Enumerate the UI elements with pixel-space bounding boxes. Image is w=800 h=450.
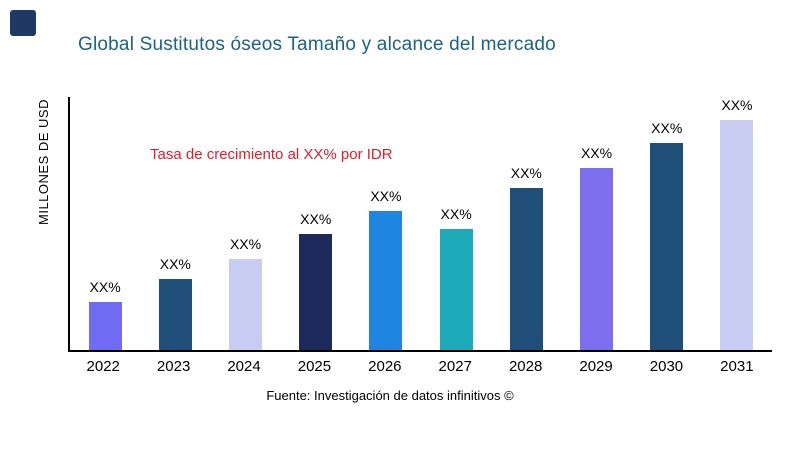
bar-value-label-2027: XX% [440,205,472,222]
bar-2027 [439,228,473,350]
source-footnote: Fuente: Investigación de datos infinitiv… [266,388,514,403]
bar-group-2030: XX% [632,97,702,350]
bar-2025 [299,233,333,350]
x-tick-2025: 2025 [297,358,332,375]
bar-2023 [158,279,192,350]
x-tick-2031: 2031 [720,358,754,375]
bar-value-label-2022: XX% [89,278,121,295]
y-axis-label: MILLONES DE USD [36,99,51,225]
bar-group-2031: XX% [702,97,772,350]
bar-group-2025: XX% [281,97,351,350]
bar-value-label-2023: XX% [159,256,191,273]
x-tick-2029: 2029 [579,358,613,375]
bar-value-label-2030: XX% [651,119,683,136]
bar-value-label-2024: XX% [229,235,262,252]
chart-title: Global Sustitutos óseos Tamaño y alcance… [78,34,556,55]
bar-2031 [720,120,754,350]
bar-value-label-2026: XX% [370,187,402,204]
x-tick-2026: 2026 [368,358,402,375]
bar-group-2026: XX% [351,97,421,350]
bar-value-label-2031: XX% [721,97,753,113]
bar-value-label-2028: XX% [510,165,542,182]
bar-group-2024: XX% [210,97,280,350]
x-tick-2027: 2027 [438,358,472,375]
bar-group-2022: XX% [70,97,140,350]
bar-group-2028: XX% [491,97,561,350]
bar-group-2023: XX% [140,97,210,350]
bar-2022 [88,301,122,350]
bar-2029 [580,167,614,350]
x-tick-2022: 2022 [86,358,120,375]
x-tick-2028: 2028 [508,358,543,375]
bar-2024 [229,258,262,350]
growth-annotation: Tasa de crecimiento al XX% por IDR [150,146,393,163]
x-tick-2030: 2030 [649,358,684,375]
bar-value-label-2029: XX% [580,144,613,161]
brand-logo [10,10,36,36]
bar-group-2029: XX% [561,97,631,350]
bar-group-2027: XX% [421,97,491,350]
x-tick-2024: 2024 [227,358,261,375]
plot-area: XX% XX% XX% XX% XX% XX% XX% XX% XX% XX% [68,97,772,352]
bar-2030 [650,142,684,350]
x-tick-2023: 2023 [156,358,191,375]
x-axis-ticks: 2022 2023 2024 2025 2026 2027 2028 2029 2030 2031 [68,358,772,375]
bar-value-label-2025: XX% [300,210,332,227]
bar-2026 [369,210,403,350]
bar-2028 [509,188,543,350]
bar-series: XX% XX% XX% XX% XX% XX% XX% XX% XX% XX% [70,97,772,350]
